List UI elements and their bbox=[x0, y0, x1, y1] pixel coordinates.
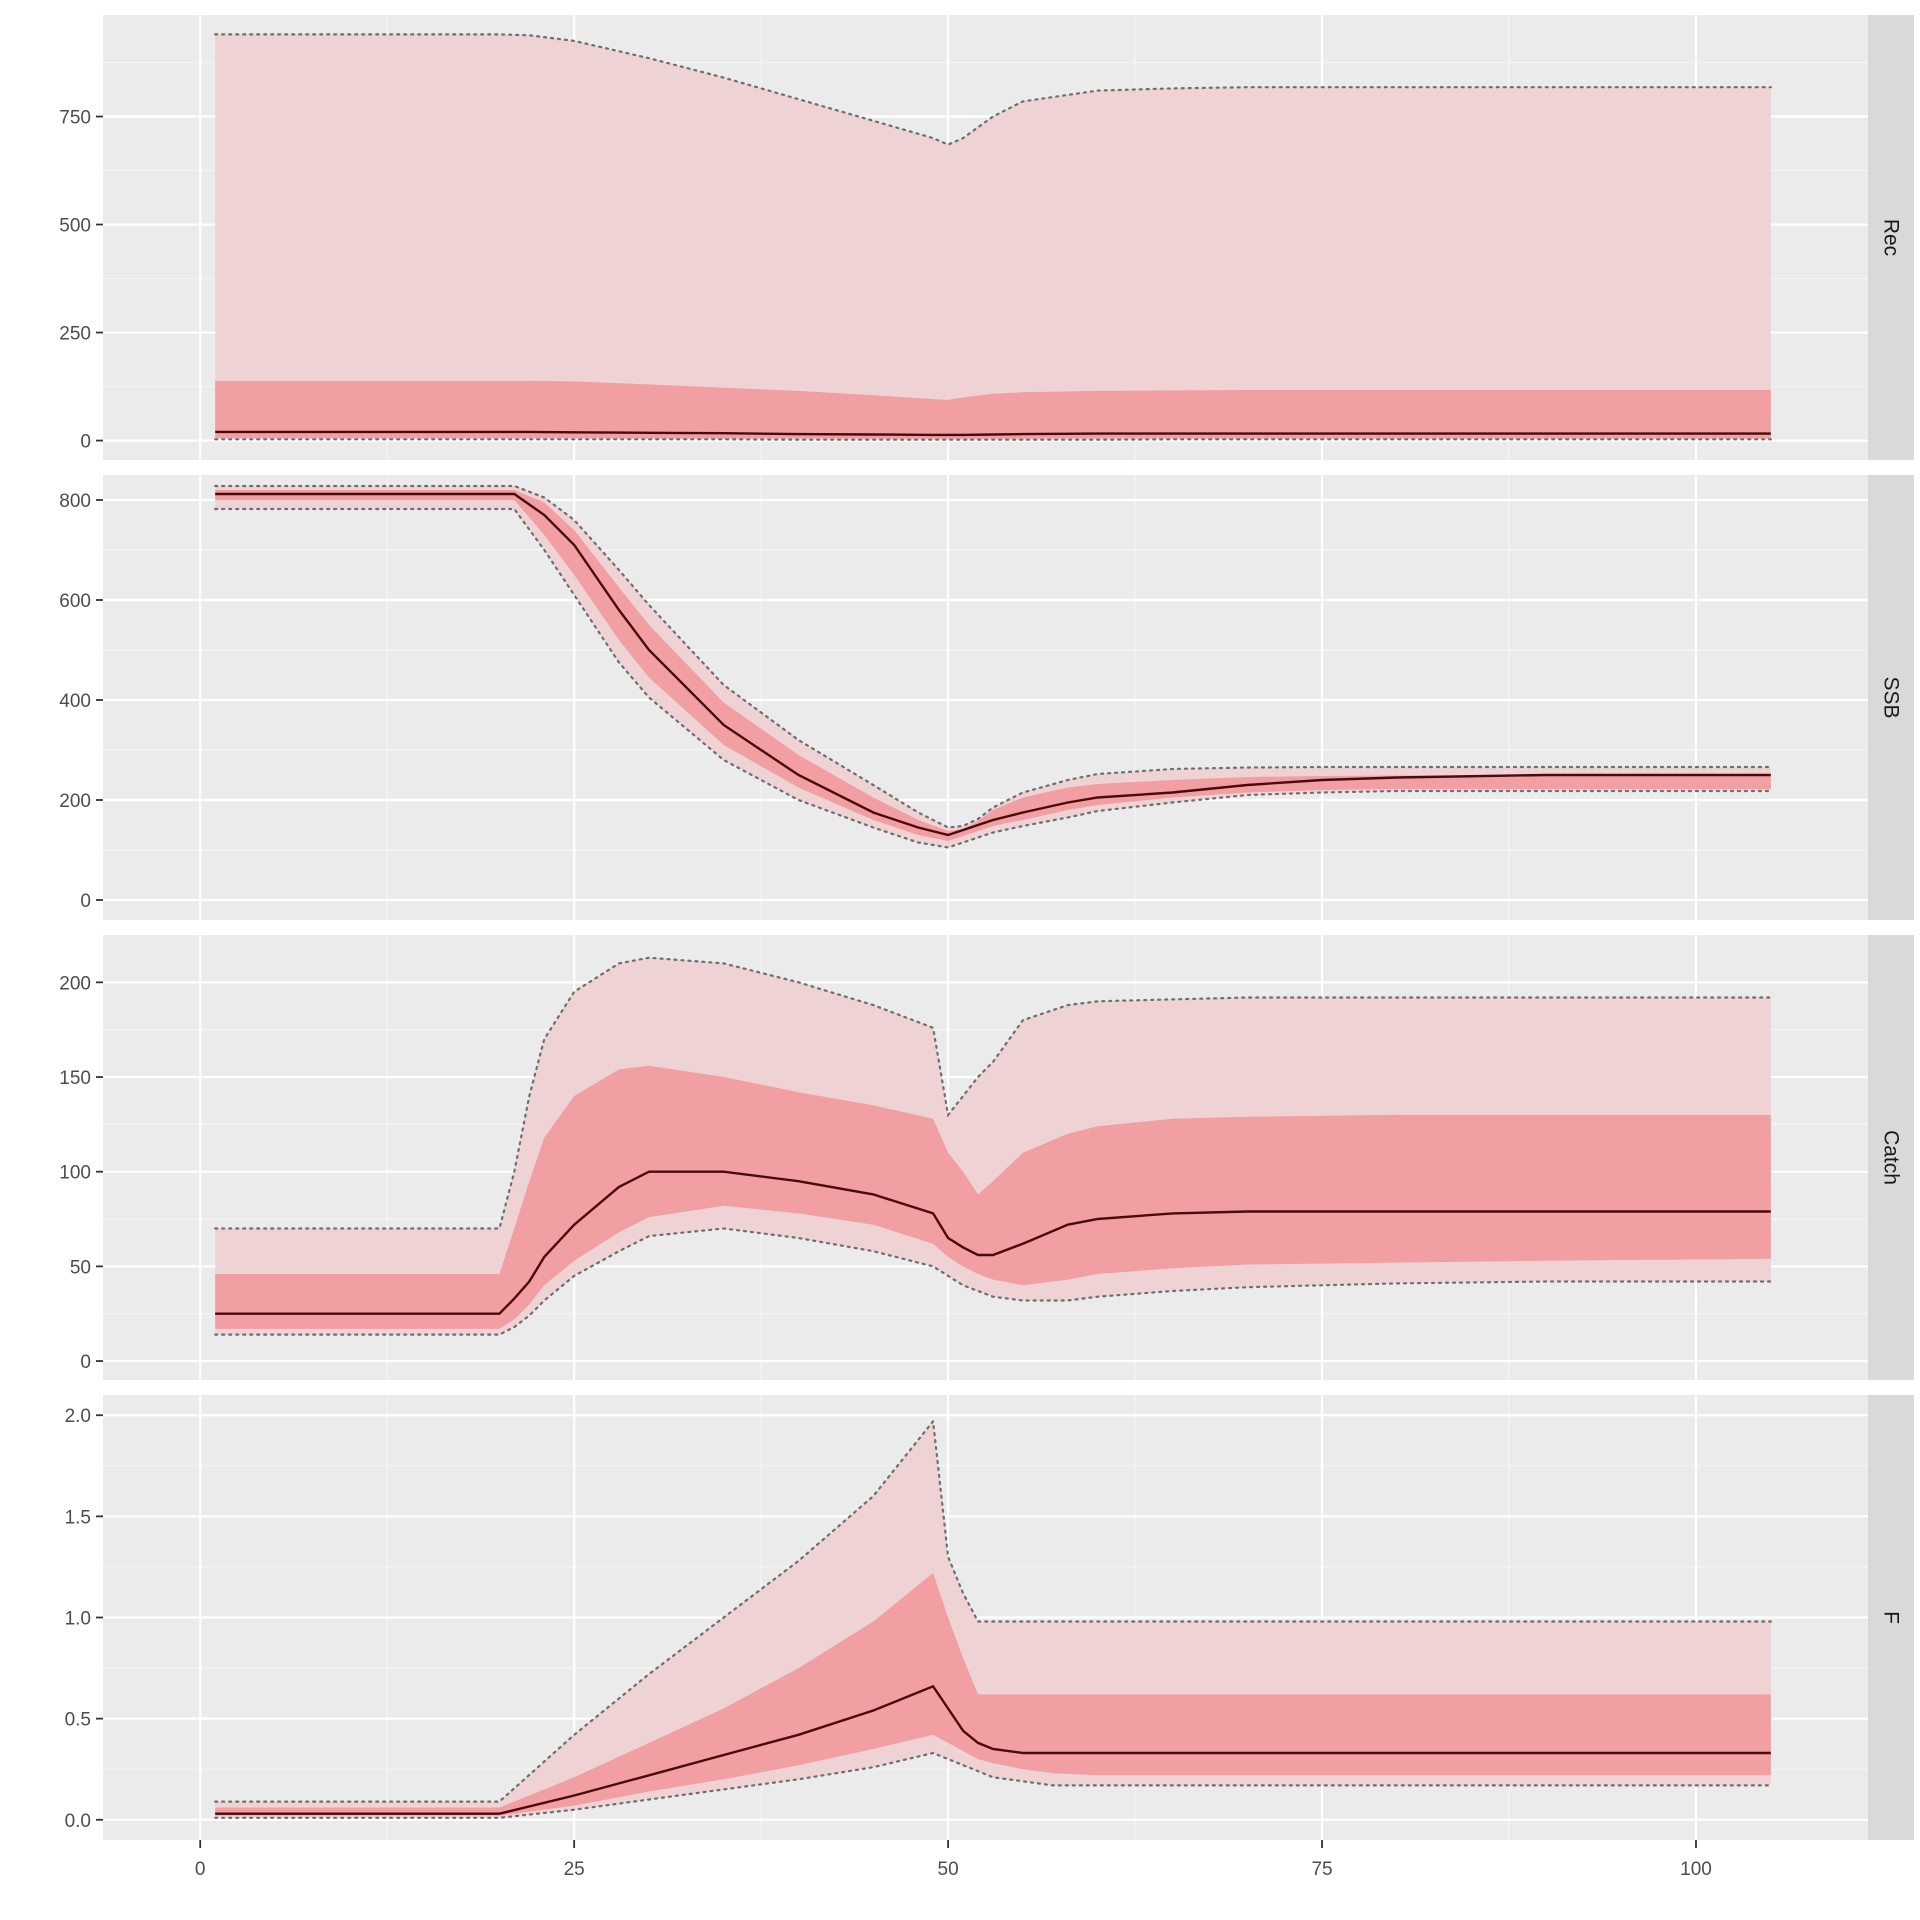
x-tick-label: 75 bbox=[1311, 1859, 1332, 1880]
x-tick-label: 0 bbox=[195, 1859, 206, 1880]
y-tick-label: 250 bbox=[59, 324, 91, 345]
facet-strip-label: F bbox=[1880, 1611, 1903, 1624]
x-tick-label: 25 bbox=[564, 1859, 585, 1880]
y-tick-label: 0 bbox=[80, 891, 91, 912]
y-tick-label: 400 bbox=[59, 691, 91, 712]
upper-bound-line bbox=[214, 956, 1772, 1230]
x-tick-label: 50 bbox=[938, 1859, 959, 1880]
facet-strip bbox=[1868, 15, 1914, 460]
y-tick-label: 750 bbox=[59, 108, 91, 129]
facet-strip bbox=[1868, 935, 1914, 1380]
facet-strip bbox=[1868, 475, 1914, 920]
lower-bound-line bbox=[214, 1227, 1772, 1336]
inner-band bbox=[215, 490, 1771, 841]
y-tick-label: 800 bbox=[59, 491, 91, 512]
y-tick-label: 0 bbox=[80, 1352, 91, 1373]
panel-background bbox=[103, 475, 1868, 920]
panel-f: 0.0 0.5 1.0 1.5 2.0 F bbox=[65, 1395, 1914, 1840]
y-tick-label: 50 bbox=[70, 1257, 91, 1278]
inner-band bbox=[215, 1573, 1771, 1816]
lower-bound-line bbox=[214, 1751, 1772, 1819]
x-tick-label: 100 bbox=[1680, 1859, 1712, 1880]
median-line bbox=[215, 1170, 1771, 1315]
median-line bbox=[215, 1684, 1771, 1815]
y-tick-label: 1.0 bbox=[65, 1609, 91, 1630]
facet-strip-label: Rec bbox=[1880, 219, 1903, 256]
y-tick-label: 0.0 bbox=[65, 1811, 91, 1832]
facet-strip bbox=[1868, 1395, 1914, 1840]
median-line bbox=[215, 430, 1771, 437]
outer-band bbox=[215, 34, 1771, 440]
facet-strip-label: SSB bbox=[1880, 676, 1903, 718]
panel-ssb: 0 200 400 600 800 SSB bbox=[59, 475, 1914, 920]
inner-band bbox=[215, 380, 1771, 439]
y-tick-label: 500 bbox=[59, 216, 91, 237]
y-tick-label: 600 bbox=[59, 591, 91, 612]
panel-catch: 0 50 100 150 200 Catch bbox=[59, 935, 1914, 1380]
upper-bound-line bbox=[214, 1418, 1772, 1803]
y-tick-label: 2.0 bbox=[65, 1406, 91, 1427]
y-tick-label: 1.5 bbox=[65, 1507, 91, 1528]
inner-band bbox=[215, 1065, 1771, 1329]
panel-rec: 0 250 500 750 Rec bbox=[59, 15, 1914, 460]
y-tick-label: 0.5 bbox=[65, 1710, 91, 1731]
y-tick-label: 150 bbox=[59, 1068, 91, 1089]
y-tick-label: 200 bbox=[59, 973, 91, 994]
upper-bound-line bbox=[214, 33, 1772, 146]
y-tick-label: 100 bbox=[59, 1163, 91, 1184]
median-line bbox=[215, 492, 1771, 837]
facet-strip-label: Catch bbox=[1880, 1130, 1903, 1185]
x-axis: 0 25 50 75 100 bbox=[195, 1840, 1712, 1880]
y-tick-label: 0 bbox=[80, 432, 91, 453]
y-tick-label: 200 bbox=[59, 791, 91, 812]
